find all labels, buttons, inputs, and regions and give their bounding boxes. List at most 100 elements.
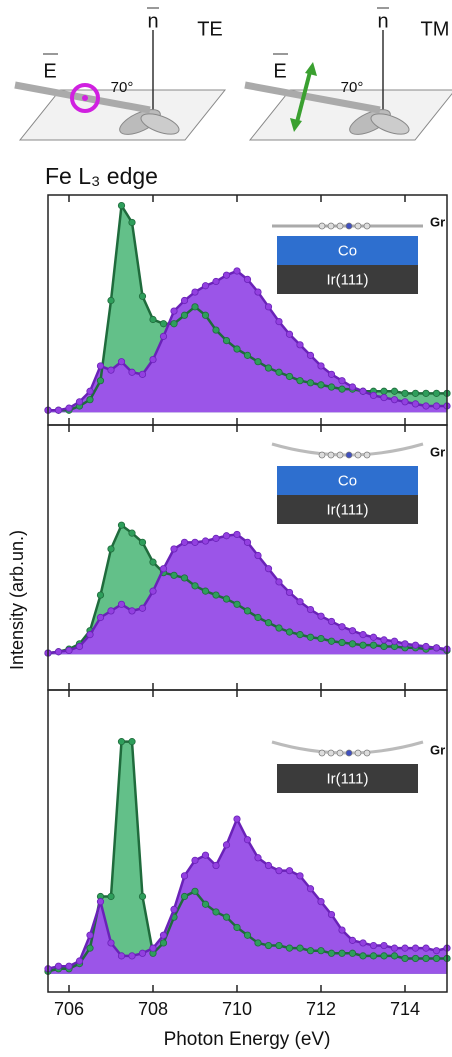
marker	[306, 605, 315, 614]
marker	[327, 637, 336, 645]
marker	[149, 558, 157, 566]
marker	[359, 631, 367, 639]
marker	[254, 358, 262, 366]
marker	[254, 854, 262, 862]
marker	[180, 538, 189, 546]
marker	[201, 900, 210, 908]
marker	[149, 587, 157, 595]
marker	[264, 565, 273, 573]
marker	[86, 387, 94, 395]
layer-label: Co	[338, 472, 357, 489]
marker	[359, 939, 367, 947]
marker	[306, 947, 315, 955]
marker	[401, 389, 409, 397]
x-tick-label: 710	[222, 999, 252, 1019]
layer	[277, 466, 418, 495]
diagram-te: n TE E 70°	[14, 7, 227, 141]
marker	[243, 538, 252, 546]
normal-label: n	[147, 10, 158, 32]
marker	[338, 385, 346, 393]
marker	[401, 398, 409, 406]
atom	[363, 451, 371, 459]
marker	[212, 861, 220, 870]
marker	[317, 634, 325, 643]
marker	[422, 402, 430, 410]
marker	[191, 856, 199, 864]
marker	[432, 947, 441, 955]
marker	[254, 288, 262, 296]
marker	[159, 565, 168, 573]
marker	[411, 641, 420, 649]
marker	[275, 578, 283, 586]
marker	[96, 377, 105, 385]
marker	[306, 379, 315, 387]
marker	[243, 275, 252, 284]
layer-label: Ir(111)	[327, 271, 369, 288]
marker	[128, 529, 136, 537]
marker	[369, 941, 378, 950]
marker	[275, 368, 283, 376]
marker	[222, 532, 231, 540]
marker	[380, 952, 388, 960]
marker	[422, 389, 430, 397]
marker	[149, 315, 157, 324]
marker	[422, 954, 430, 963]
inset-label: Gr	[430, 214, 445, 229]
marker	[86, 944, 94, 952]
marker	[432, 402, 441, 410]
marker	[380, 941, 388, 950]
marker	[138, 292, 147, 300]
atom	[363, 222, 371, 230]
atom	[345, 222, 353, 230]
marker	[222, 595, 231, 603]
atom	[327, 222, 335, 230]
marker	[348, 949, 357, 957]
marker	[96, 591, 105, 599]
marker	[233, 600, 241, 608]
marker	[432, 644, 441, 652]
marker	[117, 201, 126, 210]
marker	[275, 867, 283, 875]
marker	[212, 277, 220, 286]
field-label: E	[273, 60, 286, 82]
area	[48, 741, 447, 974]
marker	[317, 381, 325, 389]
area	[48, 270, 447, 413]
polarization	[290, 118, 302, 132]
marker	[422, 642, 430, 651]
marker	[338, 623, 346, 631]
marker	[317, 362, 325, 370]
marker	[254, 551, 262, 560]
marker	[285, 372, 294, 381]
marker	[390, 944, 399, 952]
marker	[296, 377, 304, 385]
marker	[191, 303, 199, 311]
marker	[380, 636, 388, 644]
marker	[170, 571, 178, 579]
marker	[54, 648, 63, 656]
atom	[345, 749, 353, 757]
marker	[128, 218, 136, 227]
atom	[327, 451, 335, 459]
marker	[107, 545, 115, 553]
marker	[338, 926, 346, 934]
x-axis-label: Photon Energy (eV)	[164, 1029, 331, 1050]
marker	[201, 311, 210, 319]
marker	[117, 952, 126, 960]
atom	[327, 749, 335, 757]
marker	[306, 633, 315, 641]
marker	[296, 598, 304, 606]
marker	[275, 941, 283, 950]
marker	[411, 944, 420, 952]
marker	[159, 939, 168, 947]
marker	[107, 939, 115, 947]
marker	[65, 404, 73, 412]
marker	[222, 841, 231, 849]
marker	[369, 391, 378, 400]
layer	[277, 495, 418, 524]
marker	[180, 574, 189, 582]
marker	[401, 640, 409, 648]
marker	[369, 641, 378, 649]
marker	[296, 872, 304, 880]
area	[48, 534, 447, 655]
